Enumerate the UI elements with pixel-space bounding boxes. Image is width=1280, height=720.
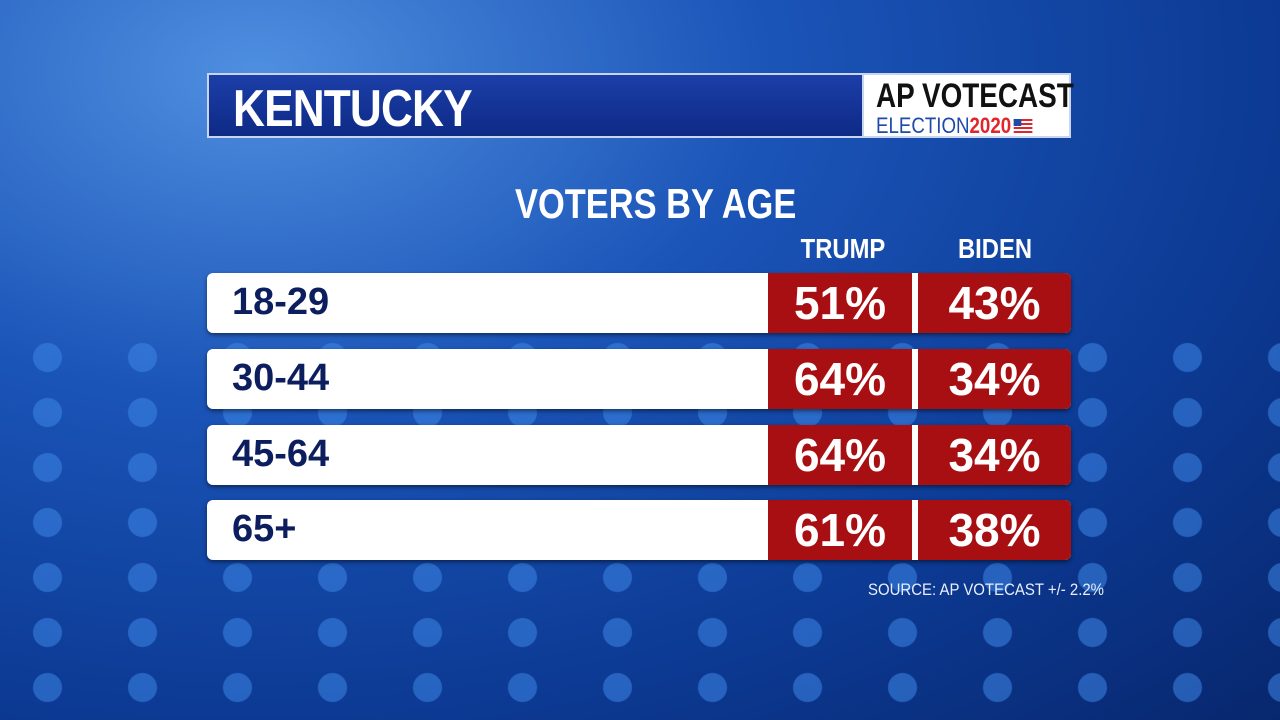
age-label: 45-64 — [232, 433, 330, 475]
table-row: 18-29 51% 43% — [207, 273, 1071, 333]
logo-election: ELECTION2020 — [876, 113, 1033, 139]
biden-value: 34% — [918, 425, 1071, 485]
table-row: 65+ 61% 38% — [207, 500, 1071, 560]
age-label: 65+ — [232, 508, 297, 550]
logo-text: AP VOTECAST — [876, 77, 1074, 115]
trump-value: 61% — [768, 500, 912, 560]
age-label: 18-29 — [232, 281, 330, 323]
page-title: KENTUCKY — [233, 80, 473, 138]
trump-value: 51% — [768, 273, 912, 333]
ap-votecast-logo: AP VOTECAST ELECTION2020 — [862, 73, 1074, 139]
biden-value: 43% — [918, 273, 1071, 333]
title-bar: KENTUCKY — [207, 73, 863, 138]
trump-value: 64% — [768, 349, 912, 409]
logo-year: 2020 — [969, 113, 1012, 138]
table-row: 45-64 64% 34% — [207, 425, 1071, 485]
source-note: SOURCE: AP VOTECAST +/- 2.2% — [868, 580, 1104, 599]
age-label: 30-44 — [232, 357, 330, 399]
trump-value: 64% — [768, 425, 912, 485]
flag-icon — [1013, 119, 1033, 133]
chart-title: VOTERS BY AGE — [515, 180, 797, 227]
table-row: 30-44 64% 34% — [207, 349, 1071, 409]
column-header-biden: BIDEN — [957, 233, 1033, 264]
column-header-trump: TRUMP — [800, 233, 886, 264]
biden-value: 34% — [918, 349, 1071, 409]
logo-election-text: ELECTION — [876, 113, 970, 138]
biden-value: 38% — [918, 500, 1071, 560]
